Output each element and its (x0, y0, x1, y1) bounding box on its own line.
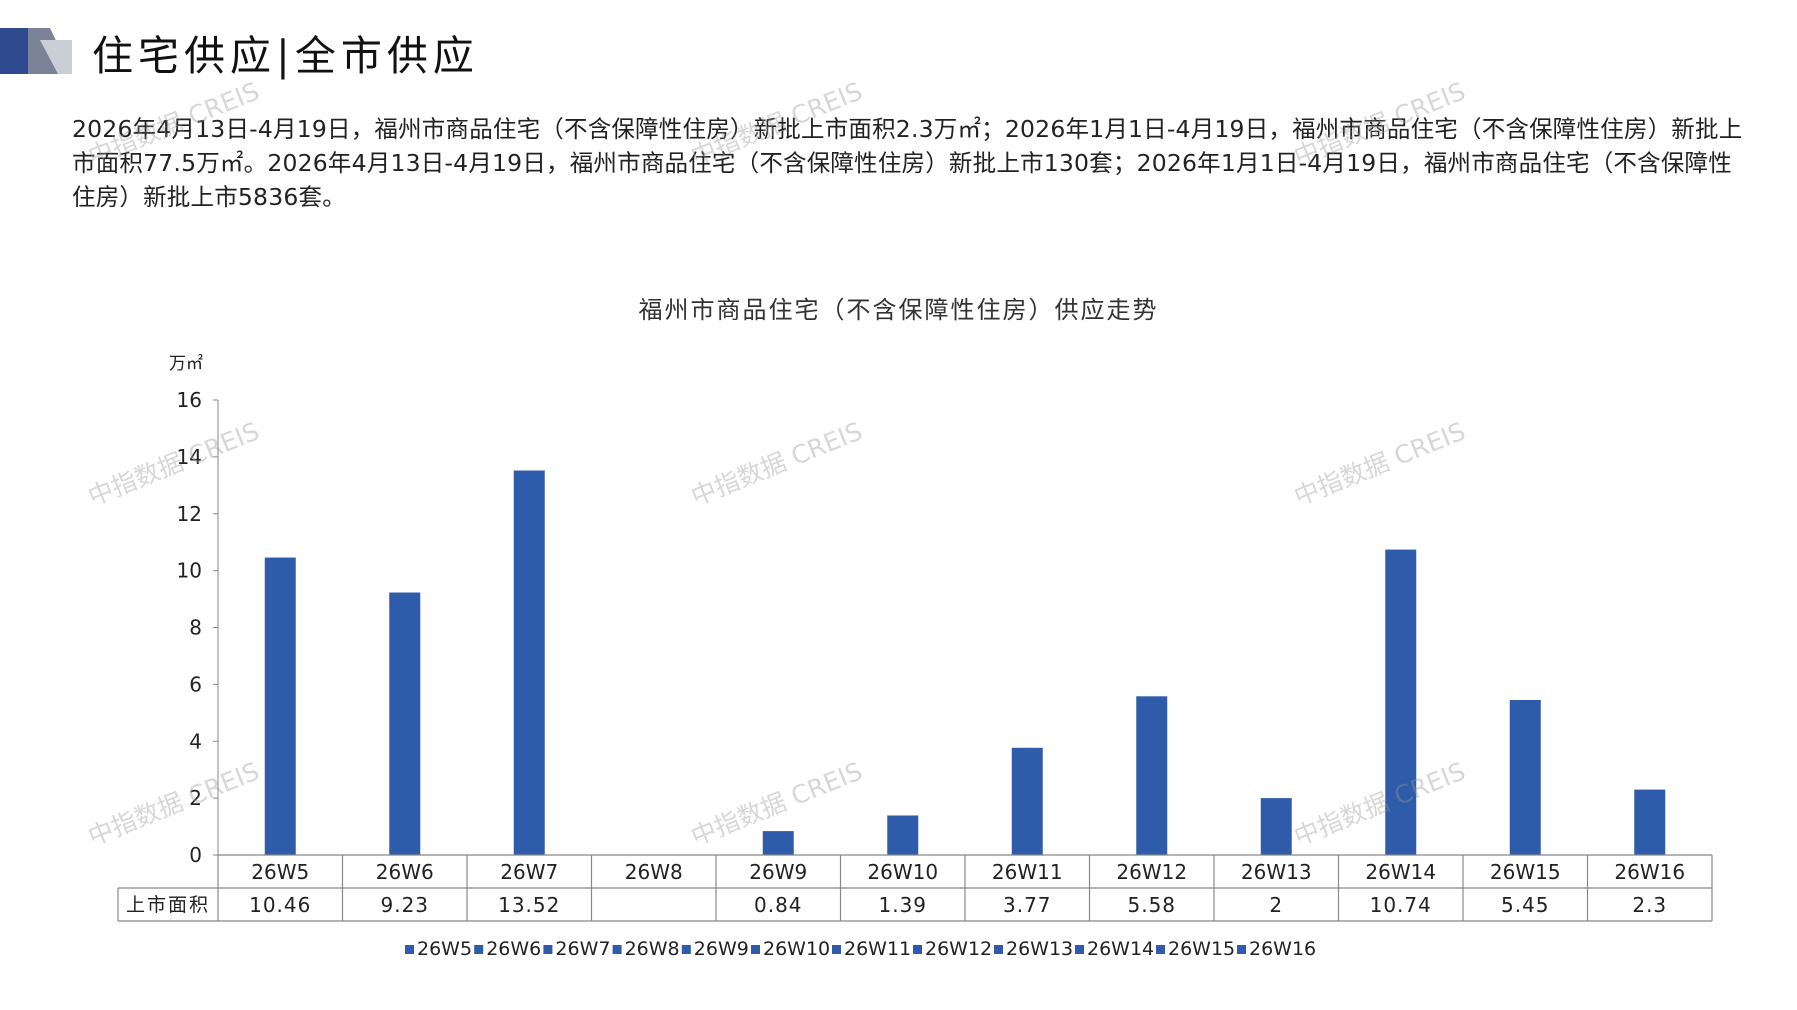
y-tick-label: 10 (177, 559, 202, 583)
y-tick-label: 2 (189, 786, 202, 810)
table-value-cell: 2 (1269, 893, 1283, 917)
legend-swatch (994, 945, 1003, 954)
x-tick-label: 26W12 (1116, 860, 1187, 884)
x-tick-label: 26W13 (1241, 860, 1312, 884)
legend-swatch (405, 945, 414, 954)
y-tick-label: 8 (189, 616, 202, 640)
page-title: 住宅供应|全市供应 (92, 32, 479, 80)
legend-label: 26W13 (1006, 938, 1073, 960)
legend-swatch (474, 945, 484, 954)
legend-label: 26W16 (1249, 938, 1316, 960)
x-tick-label: 26W15 (1490, 860, 1561, 884)
x-tick-label: 26W9 (749, 860, 807, 884)
brand-logo-icon (0, 28, 72, 74)
x-tick-label: 26W5 (251, 860, 309, 884)
x-tick-label: 26W14 (1365, 860, 1436, 884)
bar-26w7 (513, 470, 545, 855)
table-value-cell: 0.84 (754, 893, 803, 917)
bar-26w15 (1509, 700, 1541, 855)
table-value-cell: 3.77 (1003, 893, 1052, 917)
y-tick-label: 16 (177, 388, 202, 412)
table-value-cell: 1.39 (878, 893, 927, 917)
bar-26w5 (264, 557, 296, 855)
legend-swatch (681, 945, 691, 954)
y-tick-label: 6 (189, 672, 202, 696)
table-value-cell: 13.52 (498, 893, 560, 917)
table-series-name: 上市面积 (126, 894, 210, 916)
legend-label: 26W8 (625, 938, 680, 960)
legend-label: 26W9 (694, 938, 749, 960)
chart-title: 福州市商品住宅（不含保障性住房）供应走势 (638, 296, 1159, 324)
legend-swatch (543, 945, 553, 954)
page-header: 住宅供应|全市供应 (0, 22, 1797, 82)
x-tick-label: 26W7 (500, 860, 558, 884)
x-tick-label: 26W8 (625, 860, 683, 884)
legend-swatch (1237, 945, 1246, 954)
bar-26w12 (1136, 696, 1168, 855)
bar-26w11 (1011, 747, 1043, 855)
bar-26w16 (1634, 789, 1666, 855)
y-tick-label: 0 (189, 843, 202, 867)
legend-swatch (1156, 945, 1165, 954)
table-value-cell: 5.45 (1501, 893, 1550, 917)
bar-26w13 (1260, 798, 1292, 855)
legend-label: 26W10 (763, 938, 830, 960)
x-tick-label: 26W10 (867, 860, 938, 884)
x-tick-label: 26W6 (376, 860, 434, 884)
legend-swatch (1075, 945, 1084, 954)
legend-label: 26W6 (486, 938, 541, 960)
x-tick-label: 26W11 (992, 860, 1063, 884)
bar-26w14 (1385, 549, 1417, 855)
summary-text: 2026年4月13日-4月19日，福州市商品住宅（不含保障性住房）新批上市面积2… (72, 115, 1743, 211)
bar-26w9 (762, 831, 794, 855)
bar-26w10 (887, 815, 919, 855)
y-tick-label: 14 (177, 445, 202, 469)
legend-swatch (913, 945, 922, 954)
x-tick-label: 26W16 (1614, 860, 1685, 884)
table-value-cell: 2.3 (1632, 893, 1667, 917)
legend-label: 26W7 (555, 938, 610, 960)
legend-swatch (832, 945, 841, 954)
legend-label: 26W12 (925, 938, 992, 960)
legend-label: 26W5 (417, 938, 472, 960)
table-value-cell: 10.74 (1370, 893, 1432, 917)
legend-label: 26W14 (1087, 938, 1154, 960)
legend-label: 26W11 (844, 938, 911, 960)
bar-26w6 (389, 592, 421, 855)
y-axis-unit-label: 万㎡ (169, 354, 203, 374)
table-value-cell: 9.23 (380, 893, 429, 917)
table-value-cell: 5.58 (1127, 893, 1176, 917)
legend-swatch (751, 945, 760, 954)
y-tick-label: 4 (189, 729, 202, 753)
y-tick-label: 12 (177, 502, 202, 526)
legend-swatch (612, 945, 622, 954)
table-value-cell: 10.46 (249, 893, 311, 917)
legend-label: 26W15 (1168, 938, 1235, 960)
